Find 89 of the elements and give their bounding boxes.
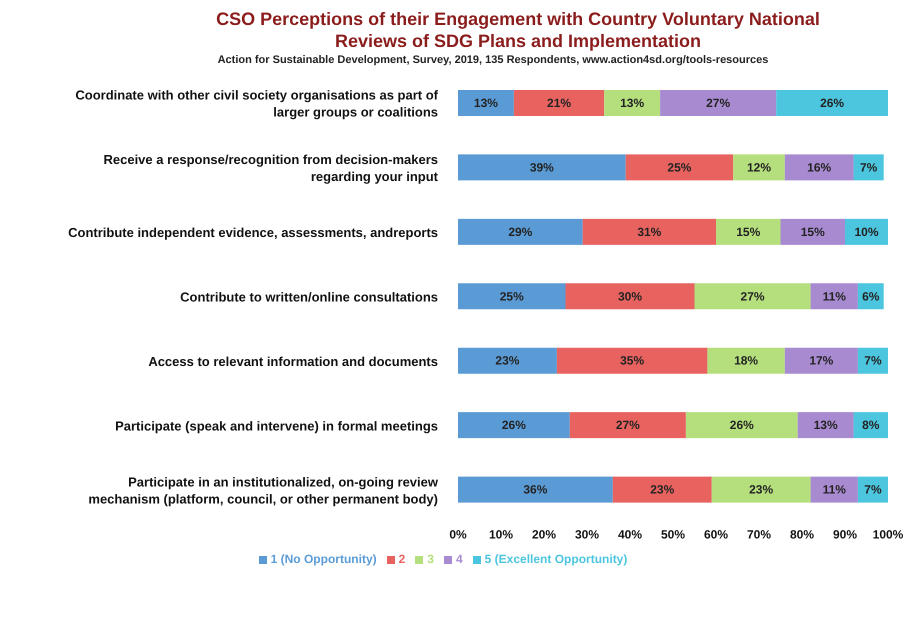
bar (810, 476, 858, 503)
x-tick-label: 50% (660, 528, 686, 542)
bar (458, 218, 583, 245)
bar (570, 412, 686, 438)
data-label: 15% (736, 224, 761, 239)
data-label: 23% (650, 482, 675, 497)
data-label: 12% (746, 160, 772, 174)
data-label: 23% (749, 482, 774, 497)
chart-title: CSO Perceptions of their Engagement with Country Voluntary National Reviews of SDG Plans and Implementation (215, 8, 821, 52)
bar (660, 90, 776, 116)
bar (458, 90, 514, 116)
bar (458, 283, 566, 310)
bar (780, 218, 845, 245)
bar (798, 412, 854, 438)
y-tick-label: Coordinate with other civil society organisations as part of larger groups or coalitions (75, 87, 439, 120)
bar (784, 154, 854, 180)
data-label: 26% (730, 418, 754, 432)
y-tick-label: Receive a response/recognition from decision-makers regarding your input (103, 152, 439, 184)
legend-label: 1 (No Opportunity) (270, 552, 377, 566)
bar (733, 154, 785, 180)
y-tick-label: Contribute independent evidence, assessments, andreports (68, 224, 438, 240)
data-label: 11% (822, 289, 846, 304)
data-label: 36% (523, 482, 548, 497)
data-label: 26% (502, 418, 526, 432)
data-label: 7% (864, 354, 882, 368)
data-label: 13% (814, 418, 838, 432)
chart-subtitle: Action for Sustainable Development, Survey, 2019, 135 Respondents, www.action4sd.org/tools-resources (216, 54, 770, 66)
legend-label: 4 (456, 552, 463, 566)
x-tick-label: 0% (449, 528, 467, 542)
data-label: 6% (862, 289, 880, 304)
data-label: 7% (864, 482, 882, 497)
data-label: 7% (860, 160, 878, 174)
bar (566, 283, 694, 310)
y-tick-label: Contribute to written/online consultations (180, 289, 438, 304)
x-tick-label: 100% (872, 528, 904, 542)
x-tick-label: 70% (746, 528, 772, 542)
data-label: 27% (706, 96, 730, 110)
bar (686, 412, 798, 438)
data-label: 11% (822, 482, 846, 497)
x-tick-label: 30% (574, 528, 600, 542)
data-label: 31% (637, 224, 662, 239)
data-label: 23% (495, 354, 520, 368)
bar (784, 348, 858, 374)
bar (707, 348, 785, 374)
data-label: 13% (474, 96, 498, 110)
bar (612, 476, 712, 503)
y-tick-label: Participate (speak and intervene) in formal meetings (115, 418, 438, 433)
bar (716, 218, 780, 245)
data-label: 25% (667, 160, 692, 174)
bar (626, 154, 734, 180)
data-label: 25% (500, 289, 524, 304)
legend-label: 3 (427, 552, 434, 566)
legend-label: 5 (Excellent Opportunity) (484, 552, 628, 566)
data-label: 27% (740, 289, 765, 304)
bar (810, 283, 858, 310)
bar (458, 154, 626, 180)
bar (458, 412, 570, 438)
bar (458, 476, 613, 503)
bar (604, 90, 660, 116)
y-tick-label: Participate in an institutionalized, on-going review mechanism (platform, council, or other permanent body) (88, 474, 439, 506)
data-label: 21% (547, 96, 572, 110)
bar (556, 348, 708, 374)
data-label: 39% (530, 160, 554, 174)
bar (514, 90, 604, 116)
data-label: 15% (800, 224, 826, 239)
x-tick-label: 90% (832, 528, 858, 542)
data-label: 16% (807, 160, 832, 174)
data-label: 26% (820, 96, 844, 110)
data-label: 29% (508, 224, 533, 239)
data-label: 18% (734, 354, 758, 368)
bar (694, 283, 811, 310)
x-tick-label: 80% (790, 528, 814, 542)
y-tick-label: Access to relevant information and documents (148, 353, 438, 368)
data-label: 10% (854, 224, 879, 239)
bar (776, 90, 888, 116)
x-tick-label: 10% (488, 528, 514, 542)
data-label: 35% (620, 354, 644, 368)
data-label: 27% (616, 418, 640, 432)
bar (712, 476, 811, 503)
data-label: 8% (862, 418, 880, 432)
x-tick-label: 20% (532, 528, 556, 542)
data-label: 17% (809, 354, 834, 368)
data-label: 30% (618, 289, 642, 304)
x-tick-label: 40% (618, 528, 642, 542)
bar (458, 348, 557, 374)
x-tick-label: 60% (704, 528, 728, 542)
bar (582, 218, 716, 245)
data-label: 13% (620, 96, 644, 110)
legend-label: 2 (398, 552, 406, 566)
